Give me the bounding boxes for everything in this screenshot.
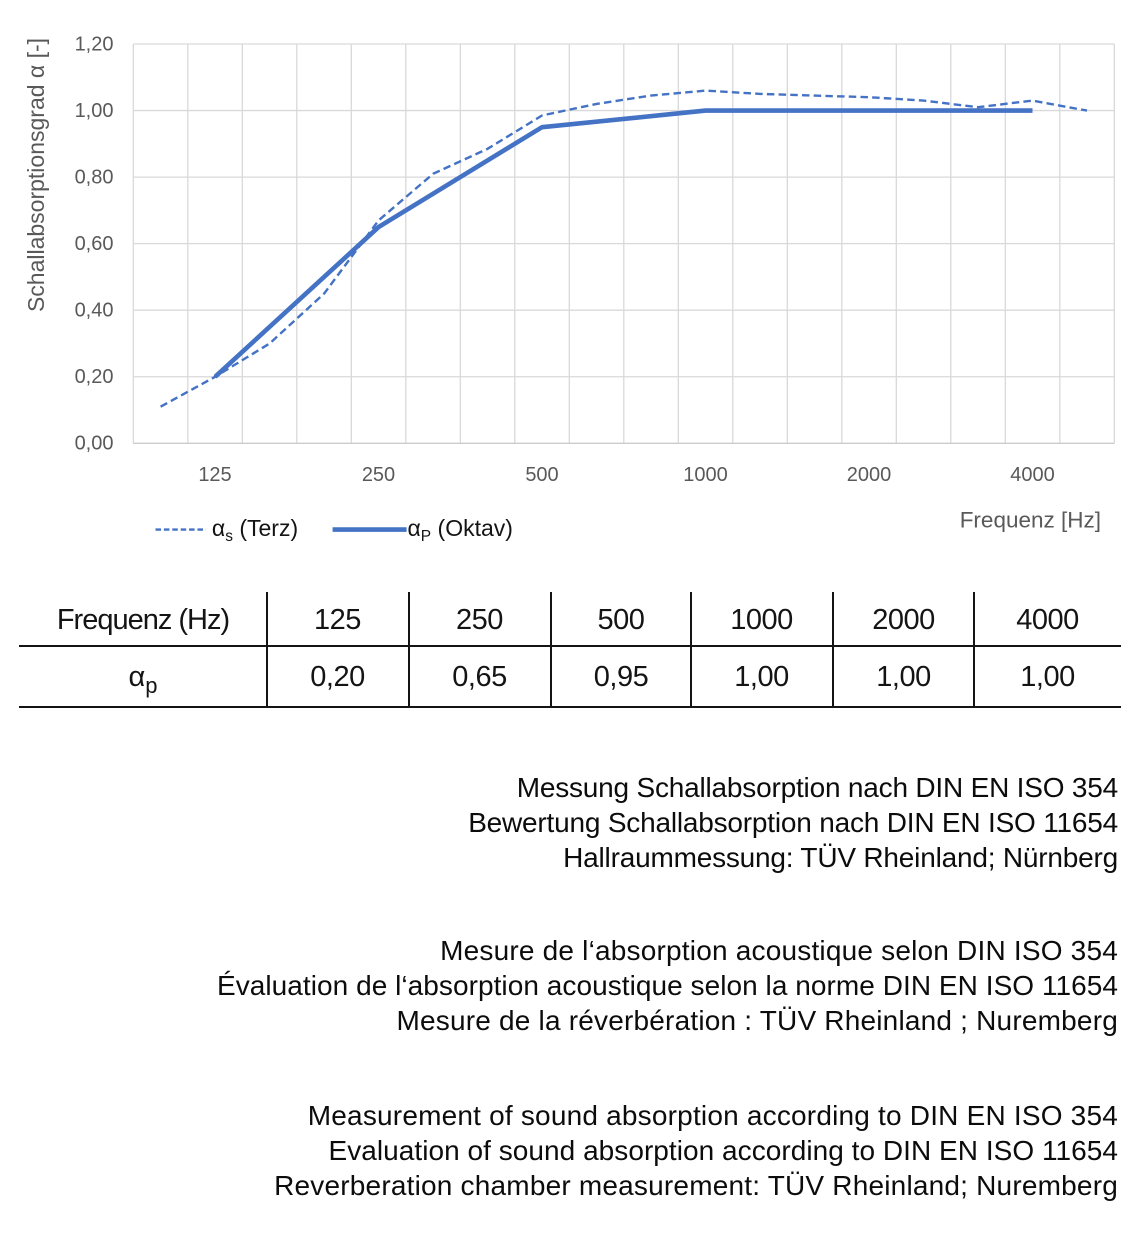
svg-text:1,20: 1,20 [75, 33, 114, 55]
svg-text:125: 125 [198, 464, 231, 486]
svg-text:αP (Oktav): αP (Oktav) [408, 515, 513, 545]
svg-text:Schallabsorptionsgrad α [-]: Schallabsorptionsgrad α [-] [23, 38, 49, 312]
svg-text:0,20: 0,20 [75, 366, 114, 388]
svg-text:1000: 1000 [683, 464, 728, 486]
svg-text:αs (Terz): αs (Terz) [212, 515, 298, 545]
svg-text:2000: 2000 [847, 464, 892, 486]
svg-text:0,40: 0,40 [75, 300, 114, 322]
svg-text:250: 250 [362, 464, 395, 486]
svg-text:0,80: 0,80 [75, 166, 114, 188]
svg-text:4000: 4000 [1010, 464, 1055, 486]
svg-text:1,00: 1,00 [75, 100, 114, 122]
svg-text:Frequenz [Hz]: Frequenz [Hz] [960, 508, 1101, 533]
svg-text:0,00: 0,00 [75, 433, 114, 455]
svg-text:0,60: 0,60 [75, 233, 114, 255]
svg-text:500: 500 [525, 464, 558, 486]
